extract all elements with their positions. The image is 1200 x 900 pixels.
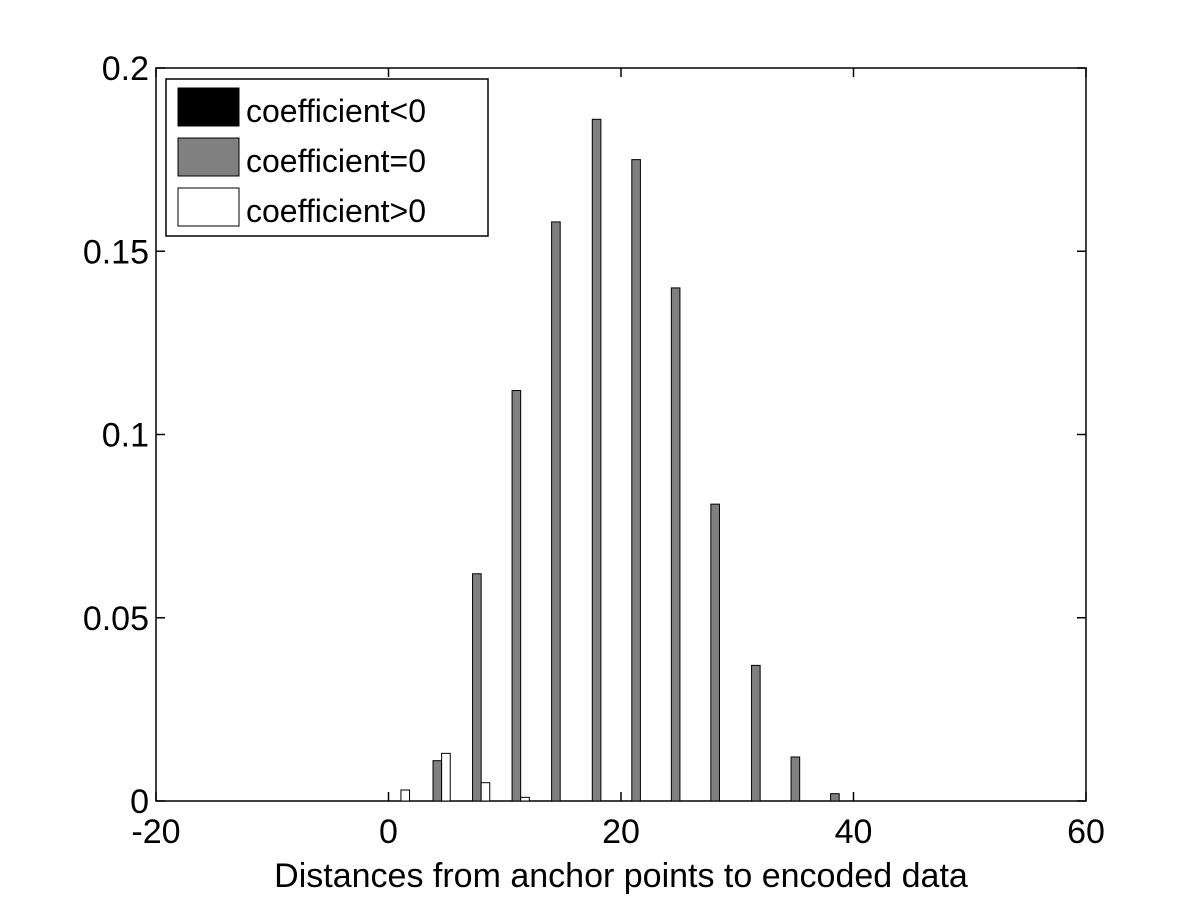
legend-swatch-positive — [177, 187, 240, 227]
bar-s2-0 — [400, 789, 411, 802]
bar-s1-8 — [710, 503, 720, 802]
bar-s1-9 — [751, 664, 761, 802]
x-tick-label-1: 0 — [379, 813, 398, 851]
bar-s1-2 — [472, 573, 482, 802]
bar-s1-1 — [432, 760, 443, 802]
bar-s1-11 — [830, 793, 840, 802]
bar-s1-10 — [790, 756, 801, 802]
y-tick-label-1: 0.05 — [83, 600, 149, 638]
bar-s1-7 — [670, 287, 681, 802]
bar-s1-3 — [511, 390, 522, 802]
y-tick-label-4: 0.2 — [102, 50, 149, 88]
x-tick-label-3: 40 — [835, 813, 873, 851]
bar-s1-6 — [631, 159, 641, 802]
y-tick-label-0: 0 — [130, 783, 149, 821]
bars-group — [400, 118, 840, 802]
legend-swatch-negative — [177, 87, 240, 127]
x-axis-title: Distances from anchor points to encoded … — [274, 857, 968, 895]
y-tick-label-3: 0.15 — [83, 233, 149, 271]
legend-label-negative: coefficient<0 — [246, 93, 426, 129]
bar-s2-3 — [520, 796, 530, 802]
y-tick-label-2: 0.1 — [102, 417, 149, 455]
bar-s1-5 — [591, 118, 602, 802]
legend-label-positive: coefficient>0 — [246, 193, 426, 229]
x-tick-label-0: -20 — [131, 813, 180, 851]
bar-s1-4 — [551, 221, 561, 802]
x-tick-label-2: 20 — [602, 813, 640, 851]
bar-s2-2 — [480, 782, 491, 802]
legend-swatch-zero — [177, 137, 240, 177]
x-tick-label-4: 60 — [1067, 813, 1105, 851]
legend: coefficient<0 coefficient=0 coefficient>… — [165, 78, 489, 237]
legend-label-zero: coefficient=0 — [246, 143, 426, 179]
bar-s2-1 — [441, 752, 451, 802]
